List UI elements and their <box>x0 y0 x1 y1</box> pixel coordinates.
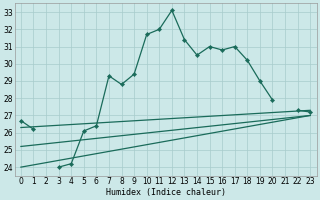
X-axis label: Humidex (Indice chaleur): Humidex (Indice chaleur) <box>106 188 226 197</box>
